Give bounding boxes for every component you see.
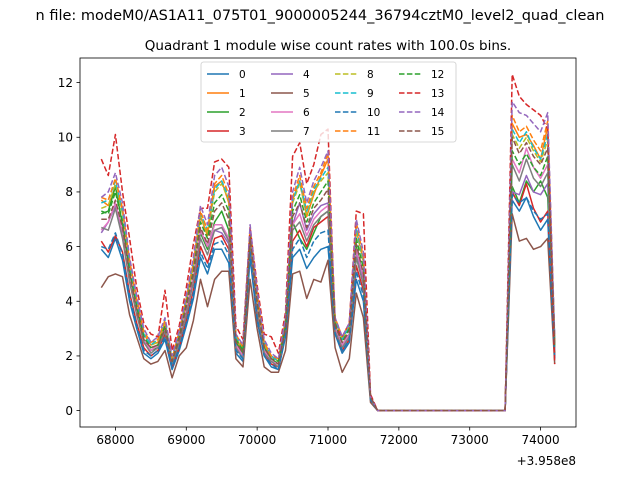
legend-label-10: 10 (367, 107, 380, 119)
x-tick-label: 73000 (451, 433, 489, 447)
legend-label-15: 15 (431, 126, 444, 138)
x-tick-label: 69000 (167, 433, 205, 447)
axes: 68000 69000 70000 71000 72000 73000 74000 0 2 4 6 8… (58, 57, 577, 468)
legend-label-14: 14 (431, 107, 445, 119)
legend-label-6: 6 (303, 107, 310, 119)
x-tick-label: 68000 (96, 433, 134, 447)
series-line-10 (101, 193, 556, 412)
x-tick-label: 74000 (521, 433, 559, 447)
legend-label-4: 4 (303, 69, 310, 81)
legend-label-8: 8 (367, 69, 374, 81)
figure-suptitle: n file: modeM0/AS1A11_075T01_9000005244_… (36, 8, 605, 24)
y-tick-label: 2 (65, 349, 73, 363)
legend-label-2: 2 (239, 107, 246, 119)
plot-area (100, 73, 556, 412)
y-tick-label: 12 (58, 76, 73, 90)
series-line-8 (101, 133, 556, 412)
y-tick-label: 6 (65, 240, 73, 254)
legend-label-9: 9 (367, 88, 374, 100)
x-tick-label: 71000 (309, 433, 347, 447)
series-group (100, 73, 556, 412)
y-tick-label: 0 (65, 404, 73, 418)
y-tick-label: 10 (58, 131, 73, 145)
legend-label-13: 13 (431, 88, 444, 100)
legend-label-12: 12 (431, 69, 444, 81)
y-tick-label: 8 (65, 185, 73, 199)
x-tick-label: 72000 (380, 433, 418, 447)
x-offset-label: +3.958e8 (517, 454, 576, 468)
legend-label-7: 7 (303, 126, 310, 138)
legend-label-11: 11 (367, 126, 380, 138)
legend-label-5: 5 (303, 88, 310, 100)
legend-box (200, 61, 457, 143)
chart-title: Quadrant 1 module wise count rates with … (145, 38, 511, 54)
legend-label-1: 1 (239, 88, 246, 100)
x-tick-label: 70000 (238, 433, 276, 447)
y-tick-label: 4 (65, 295, 73, 309)
legend-label-3: 3 (239, 126, 246, 138)
series-line-15 (101, 136, 556, 412)
legend-label-0: 0 (239, 69, 246, 81)
